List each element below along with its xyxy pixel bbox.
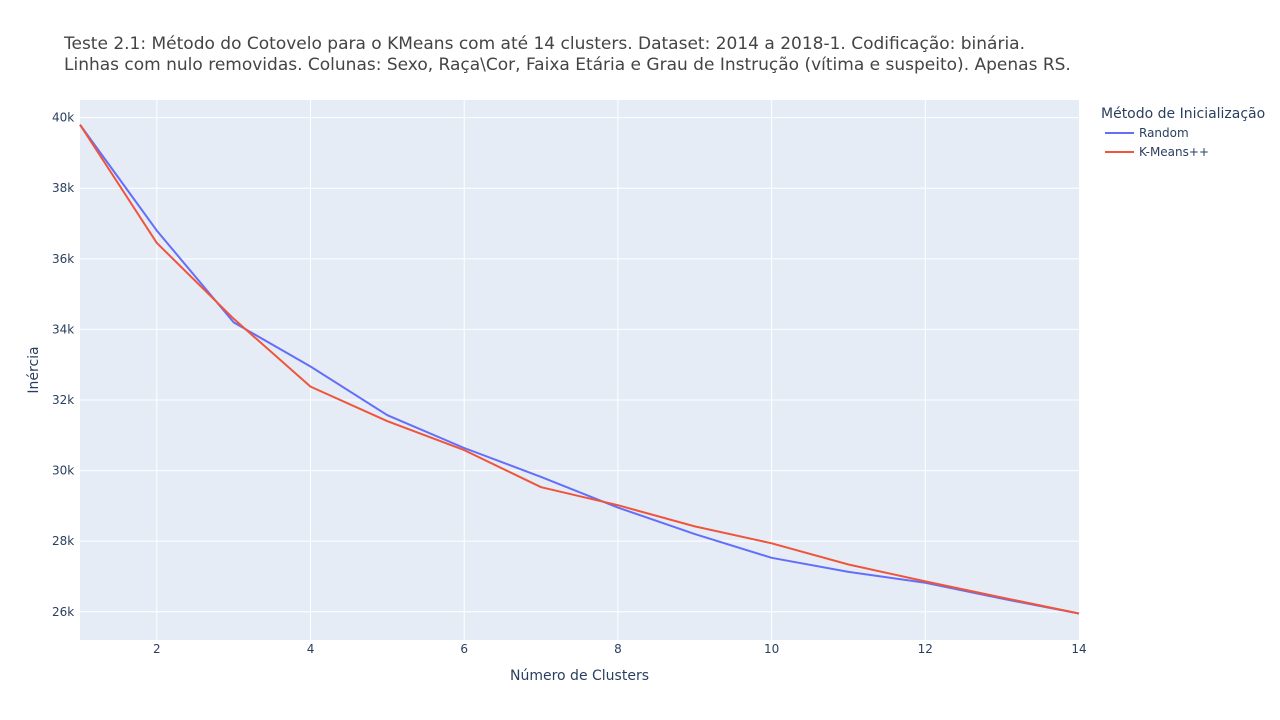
y-tick-label: 34k bbox=[52, 322, 74, 336]
legend-items[interactable]: Random K-Means++ bbox=[1105, 126, 1209, 159]
chart-title: Teste 2.1: Método do Cotovelo para o KMe… bbox=[64, 34, 1071, 76]
x-tick-labels: 2 4 6 8 10 12 14 bbox=[153, 642, 1087, 656]
y-tick-label: 28k bbox=[52, 534, 74, 548]
x-tick-label: 8 bbox=[614, 642, 622, 656]
x-tick-label: 4 bbox=[307, 642, 315, 656]
y-axis-title: Inércia bbox=[26, 346, 42, 393]
series-line-k-means- bbox=[79, 124, 1080, 615]
y-tick-label: 38k bbox=[52, 181, 74, 195]
y-tick-label: 40k bbox=[52, 111, 74, 125]
legend-title: Método de Inicialização bbox=[1101, 106, 1265, 122]
y-tick-labels: 26k 28k 30k 32k 34k 36k 38k 40k bbox=[52, 111, 74, 619]
x-tick-label: 14 bbox=[1071, 642, 1086, 656]
y-tick-label: 36k bbox=[52, 252, 74, 266]
chart-title-line-1: Teste 2.1: Método do Cotovelo para o KMe… bbox=[64, 34, 1026, 54]
legend[interactable]: Método de Inicialização Random K-Means++ bbox=[1101, 106, 1265, 159]
legend-item-k-means-[interactable]: K-Means++ bbox=[1105, 145, 1209, 159]
plot-area bbox=[80, 100, 1079, 640]
x-tick-label: 10 bbox=[764, 642, 779, 656]
legend-item-label: K-Means++ bbox=[1139, 145, 1209, 159]
legend-item-label: Random bbox=[1139, 126, 1189, 140]
chart-title-line-2: Linhas com nulo removidas. Colunas: Sexo… bbox=[64, 55, 1071, 75]
y-tick-label: 32k bbox=[52, 393, 74, 407]
x-tick-label: 12 bbox=[918, 642, 933, 656]
x-tick-label: 6 bbox=[460, 642, 468, 656]
x-tick-label: 2 bbox=[153, 642, 161, 656]
x-gridlines bbox=[156, 100, 926, 640]
legend-item-random[interactable]: Random bbox=[1105, 126, 1189, 140]
series-layer bbox=[79, 124, 1080, 615]
y-tick-label: 30k bbox=[52, 464, 74, 478]
y-tick-label: 26k bbox=[52, 605, 74, 619]
x-axis-title: Número de Clusters bbox=[510, 668, 649, 684]
